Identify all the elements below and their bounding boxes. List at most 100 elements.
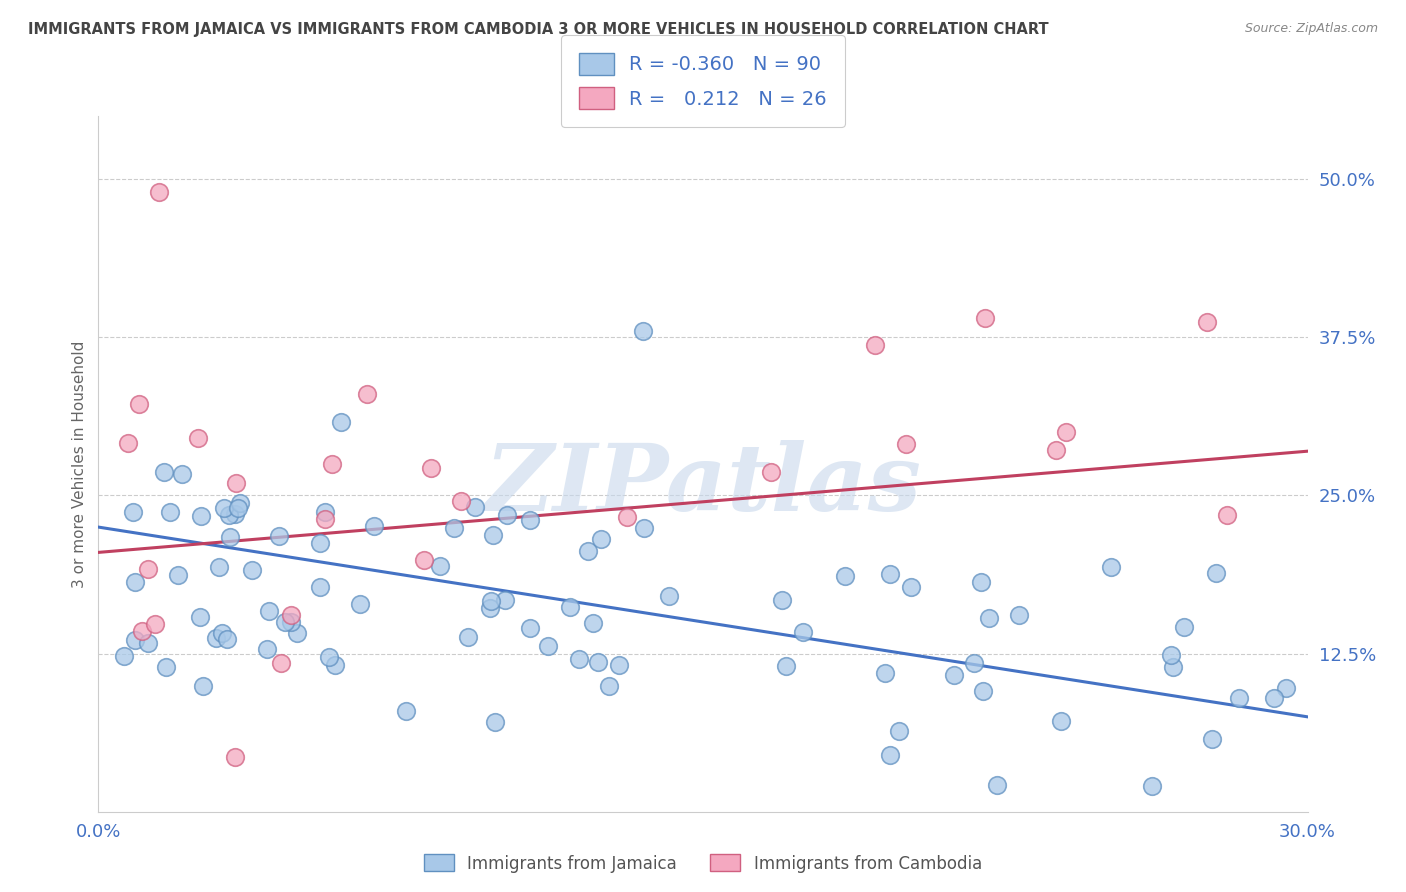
Point bbox=[153, 465, 176, 479]
Point bbox=[457, 630, 479, 644]
Point bbox=[314, 505, 336, 519]
Point bbox=[963, 657, 986, 671]
Point bbox=[1201, 731, 1223, 746]
Text: Source: ZipAtlas.com: Source: ZipAtlas.com bbox=[1244, 22, 1378, 36]
Point bbox=[519, 512, 541, 526]
Point bbox=[190, 509, 212, 524]
Point bbox=[631, 324, 654, 338]
Point bbox=[318, 649, 340, 664]
Point bbox=[257, 604, 280, 618]
Point bbox=[1050, 714, 1073, 728]
Point bbox=[1205, 566, 1227, 580]
Point bbox=[1275, 681, 1298, 696]
Point bbox=[229, 496, 252, 510]
Point bbox=[159, 505, 181, 519]
Point bbox=[211, 626, 233, 640]
Point bbox=[1045, 442, 1067, 457]
Point bbox=[314, 511, 336, 525]
Point bbox=[443, 521, 465, 535]
Point bbox=[464, 500, 486, 514]
Point bbox=[591, 532, 613, 546]
Legend: Immigrants from Jamaica, Immigrants from Cambodia: Immigrants from Jamaica, Immigrants from… bbox=[418, 847, 988, 880]
Point bbox=[155, 659, 177, 673]
Point bbox=[256, 641, 278, 656]
Point bbox=[187, 431, 209, 445]
Point bbox=[224, 750, 246, 764]
Point bbox=[1263, 691, 1285, 706]
Y-axis label: 3 or more Vehicles in Household: 3 or more Vehicles in Household bbox=[72, 340, 87, 588]
Point bbox=[218, 531, 240, 545]
Point bbox=[977, 611, 1000, 625]
Point bbox=[519, 621, 541, 635]
Point bbox=[218, 508, 240, 522]
Point bbox=[879, 566, 901, 581]
Point bbox=[658, 589, 681, 603]
Point bbox=[598, 679, 620, 693]
Point bbox=[560, 600, 582, 615]
Point bbox=[208, 559, 231, 574]
Point bbox=[226, 500, 249, 515]
Point bbox=[873, 665, 896, 680]
Point bbox=[759, 465, 782, 479]
Point bbox=[309, 536, 332, 550]
Point bbox=[128, 397, 150, 411]
Point bbox=[285, 626, 308, 640]
Point bbox=[136, 636, 159, 650]
Point bbox=[148, 185, 170, 199]
Point bbox=[896, 437, 918, 451]
Point bbox=[267, 529, 290, 543]
Point bbox=[986, 778, 1008, 792]
Point bbox=[586, 655, 609, 669]
Point bbox=[770, 593, 793, 607]
Point bbox=[280, 608, 302, 623]
Point bbox=[792, 624, 814, 639]
Point bbox=[325, 657, 347, 672]
Text: IMMIGRANTS FROM JAMAICA VS IMMIGRANTS FROM CAMBODIA 3 OR MORE VEHICLES IN HOUSEH: IMMIGRANTS FROM JAMAICA VS IMMIGRANTS FR… bbox=[28, 22, 1049, 37]
Point bbox=[309, 580, 332, 594]
Point bbox=[607, 657, 630, 672]
Point bbox=[321, 458, 343, 472]
Point bbox=[582, 615, 605, 630]
Point bbox=[356, 386, 378, 401]
Point bbox=[395, 704, 418, 718]
Point bbox=[1160, 648, 1182, 662]
Point bbox=[484, 715, 506, 730]
Point bbox=[494, 593, 516, 607]
Point bbox=[349, 597, 371, 611]
Point bbox=[217, 632, 239, 647]
Point bbox=[122, 505, 145, 519]
Point bbox=[204, 632, 226, 646]
Point bbox=[775, 658, 797, 673]
Point bbox=[240, 563, 263, 577]
Point bbox=[1163, 660, 1185, 674]
Point bbox=[1054, 425, 1077, 440]
Point bbox=[188, 610, 211, 624]
Point bbox=[889, 723, 911, 738]
Point bbox=[280, 615, 302, 629]
Point bbox=[138, 562, 160, 576]
Point bbox=[568, 652, 591, 666]
Point bbox=[1229, 691, 1251, 706]
Point bbox=[865, 338, 887, 352]
Point bbox=[143, 617, 166, 632]
Point bbox=[131, 624, 153, 638]
Point bbox=[900, 581, 922, 595]
Legend: R = -0.360   N = 90, R =   0.212   N = 26: R = -0.360 N = 90, R = 0.212 N = 26 bbox=[561, 35, 845, 127]
Point bbox=[124, 632, 146, 647]
Point bbox=[1215, 508, 1237, 522]
Point bbox=[537, 639, 560, 653]
Point bbox=[633, 521, 655, 535]
Point bbox=[834, 569, 856, 583]
Point bbox=[112, 648, 135, 663]
Point bbox=[191, 679, 214, 693]
Point bbox=[1173, 620, 1195, 634]
Point bbox=[124, 575, 146, 590]
Point bbox=[450, 493, 472, 508]
Point bbox=[172, 467, 194, 481]
Point bbox=[413, 553, 436, 567]
Point bbox=[495, 508, 517, 523]
Point bbox=[117, 436, 139, 450]
Point bbox=[974, 311, 997, 326]
Point bbox=[1099, 559, 1122, 574]
Point bbox=[972, 684, 994, 698]
